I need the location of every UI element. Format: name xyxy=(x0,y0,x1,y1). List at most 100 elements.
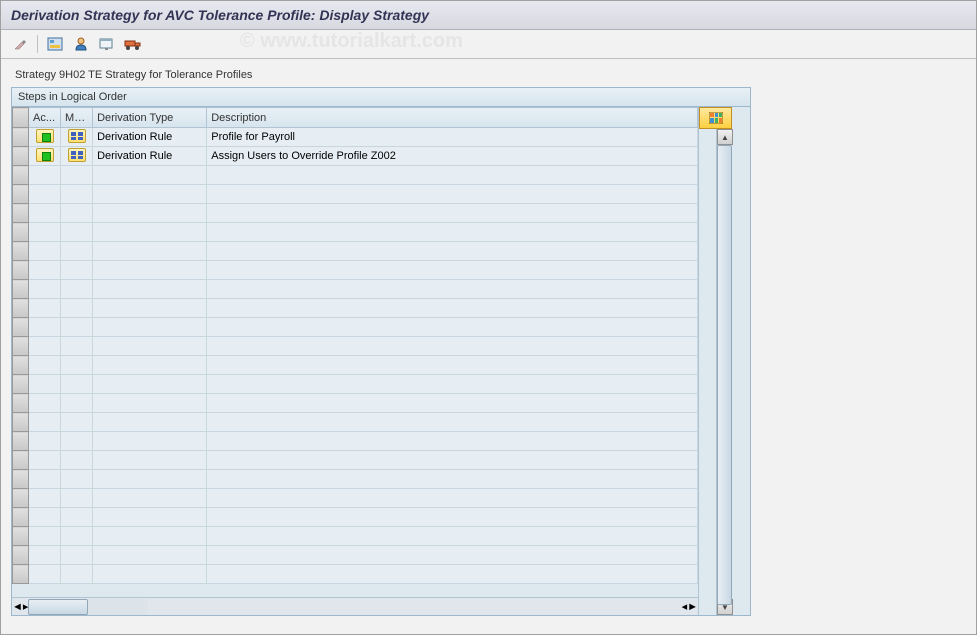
cell-ma[interactable] xyxy=(61,128,93,147)
table-row[interactable] xyxy=(13,451,698,470)
table-row[interactable] xyxy=(13,394,698,413)
table-config-button[interactable] xyxy=(699,107,732,129)
row-selector[interactable] xyxy=(13,147,29,166)
col-header-ac[interactable]: Ac... xyxy=(29,108,61,128)
table-row[interactable] xyxy=(13,356,698,375)
right-strip: ▲ ▼ xyxy=(698,107,732,615)
table-row[interactable] xyxy=(13,299,698,318)
person-icon[interactable] xyxy=(70,34,92,54)
edit-icon[interactable] xyxy=(9,34,31,54)
row-selector[interactable] xyxy=(13,508,29,527)
cell-description xyxy=(207,318,698,337)
cell-ma xyxy=(61,280,93,299)
col-header-type[interactable]: Derivation Type xyxy=(93,108,207,128)
row-selector[interactable] xyxy=(13,280,29,299)
cell-ma xyxy=(61,508,93,527)
table-row[interactable] xyxy=(13,565,698,584)
vertical-scrollbar: ▲ ▼ xyxy=(716,129,732,615)
table-row[interactable] xyxy=(13,413,698,432)
cell-ac xyxy=(29,223,61,242)
row-selector[interactable] xyxy=(13,242,29,261)
row-selector[interactable] xyxy=(13,318,29,337)
transport-icon[interactable] xyxy=(122,34,144,54)
cell-ac xyxy=(29,527,61,546)
cell-ma xyxy=(61,318,93,337)
table-row[interactable] xyxy=(13,375,698,394)
col-header-ma[interactable]: Ma... xyxy=(61,108,93,128)
maintain-icon[interactable] xyxy=(68,148,86,162)
cell-ac xyxy=(29,451,61,470)
cell-derivation-type xyxy=(93,413,207,432)
row-selector[interactable] xyxy=(13,489,29,508)
row-selector[interactable] xyxy=(13,185,29,204)
cell-ac xyxy=(29,432,61,451)
maintain-icon[interactable] xyxy=(68,129,86,143)
col-header-selector[interactable] xyxy=(13,108,29,128)
active-icon[interactable] xyxy=(36,129,54,143)
table-row[interactable] xyxy=(13,223,698,242)
cell-description xyxy=(207,508,698,527)
row-selector[interactable] xyxy=(13,356,29,375)
vscroll-thumb[interactable] xyxy=(717,145,732,605)
table-row[interactable] xyxy=(13,508,698,527)
row-selector[interactable] xyxy=(13,337,29,356)
col-header-desc[interactable]: Description xyxy=(207,108,698,128)
window-title: Derivation Strategy for AVC Tolerance Pr… xyxy=(11,7,429,23)
row-selector[interactable] xyxy=(13,375,29,394)
table-row[interactable] xyxy=(13,318,698,337)
tree-icon[interactable] xyxy=(44,34,66,54)
vscroll-up-icon[interactable]: ▲ xyxy=(717,129,733,145)
hscroll-left-end-icon[interactable]: ◄ xyxy=(12,601,23,613)
row-selector[interactable] xyxy=(13,299,29,318)
horizontal-scrollbar: ◄ ▸ ◂ ► xyxy=(12,597,698,615)
table-row[interactable] xyxy=(13,204,698,223)
cell-ma xyxy=(61,432,93,451)
table-row[interactable] xyxy=(13,470,698,489)
cell-ac[interactable] xyxy=(29,147,61,166)
cell-ma xyxy=(61,394,93,413)
screen-icon[interactable] xyxy=(96,34,118,54)
row-selector[interactable] xyxy=(13,204,29,223)
table-row[interactable] xyxy=(13,185,698,204)
cell-ma[interactable] xyxy=(61,147,93,166)
table-scroll: Ac... Ma... Derivation Type Description … xyxy=(12,107,698,597)
table-row[interactable] xyxy=(13,280,698,299)
table-row[interactable] xyxy=(13,546,698,565)
active-icon[interactable] xyxy=(36,148,54,162)
hscroll-track[interactable] xyxy=(28,599,148,615)
vscroll-track[interactable] xyxy=(717,145,732,599)
table-row[interactable] xyxy=(13,166,698,185)
cell-ac xyxy=(29,242,61,261)
cell-ma xyxy=(61,489,93,508)
cell-description: Profile for Payroll xyxy=(207,128,698,147)
row-selector[interactable] xyxy=(13,527,29,546)
cell-derivation-type xyxy=(93,546,207,565)
cell-derivation-type: Derivation Rule xyxy=(93,128,207,147)
row-selector[interactable] xyxy=(13,394,29,413)
table-row[interactable] xyxy=(13,527,698,546)
row-selector[interactable] xyxy=(13,432,29,451)
row-selector[interactable] xyxy=(13,470,29,489)
row-selector[interactable] xyxy=(13,166,29,185)
cell-derivation-type xyxy=(93,242,207,261)
row-selector[interactable] xyxy=(13,413,29,432)
table-row[interactable] xyxy=(13,242,698,261)
cell-ac xyxy=(29,489,61,508)
table-row[interactable] xyxy=(13,489,698,508)
row-selector[interactable] xyxy=(13,261,29,280)
cell-ma xyxy=(61,546,93,565)
hscroll-thumb[interactable] xyxy=(28,599,88,615)
grid-area: Ac... Ma... Derivation Type Description … xyxy=(12,107,698,615)
table-row[interactable] xyxy=(13,432,698,451)
table-row[interactable] xyxy=(13,337,698,356)
hscroll-right-end-icon[interactable]: ► xyxy=(687,601,698,613)
row-selector[interactable] xyxy=(13,546,29,565)
table-row[interactable]: Derivation RuleAssign Users to Override … xyxy=(13,147,698,166)
row-selector[interactable] xyxy=(13,565,29,584)
row-selector[interactable] xyxy=(13,128,29,147)
row-selector[interactable] xyxy=(13,451,29,470)
cell-ac[interactable] xyxy=(29,128,61,147)
table-row[interactable] xyxy=(13,261,698,280)
row-selector[interactable] xyxy=(13,223,29,242)
table-row[interactable]: Derivation RuleProfile for Payroll xyxy=(13,128,698,147)
